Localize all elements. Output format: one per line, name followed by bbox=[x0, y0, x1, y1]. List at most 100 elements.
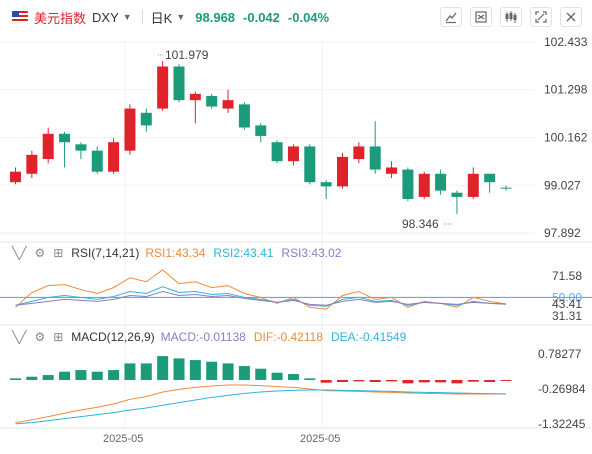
dif-line bbox=[15, 384, 507, 424]
macd-histogram-bar bbox=[108, 370, 120, 381]
candle-body bbox=[369, 146, 381, 170]
macd-histogram-bar bbox=[271, 372, 283, 381]
rsi3-line bbox=[15, 291, 507, 306]
toolbar-divider bbox=[141, 10, 143, 24]
period-selector[interactable]: 日K bbox=[150, 10, 173, 26]
macd-series: 0.78277 -0.26984 -1.32245 bbox=[10, 347, 586, 431]
chart-gridlines bbox=[0, 41, 535, 428]
drawing-tool-icon[interactable] bbox=[440, 7, 462, 27]
candle-body bbox=[26, 154, 38, 174]
rsi-label[interactable]: RSI(7,14,21) bbox=[71, 246, 140, 260]
macd-histogram-bar bbox=[418, 380, 430, 383]
candle-body bbox=[451, 192, 463, 197]
candle-body bbox=[157, 66, 169, 109]
candle-body bbox=[238, 104, 250, 128]
settings-icon[interactable]: ⚙ bbox=[34, 330, 46, 344]
collapse-icon[interactable]: ╲╱ bbox=[12, 330, 27, 344]
candle-body bbox=[222, 100, 234, 109]
candle-body bbox=[435, 173, 447, 191]
high-annotation: 101.979 bbox=[165, 48, 209, 62]
macd-histogram-bar bbox=[484, 380, 496, 383]
macd-histogram-bar bbox=[206, 361, 218, 381]
dea-value: DEA:-0.41549 bbox=[330, 330, 407, 344]
macd-histogram-bar bbox=[500, 380, 512, 382]
macd-histogram-bar bbox=[467, 380, 479, 382]
macd-histogram-bar bbox=[91, 371, 103, 381]
macd-histogram-bar bbox=[124, 363, 136, 381]
candle-body bbox=[42, 133, 54, 160]
rsi3-value: RSI3:43.02 bbox=[281, 246, 342, 260]
candle-body bbox=[140, 112, 152, 126]
fullscreen-icon[interactable] bbox=[530, 7, 552, 27]
instrument-name[interactable]: 美元指数 bbox=[34, 10, 87, 26]
period-dropdown-icon[interactable]: ▼ bbox=[176, 12, 186, 22]
candle-body bbox=[500, 187, 512, 189]
candle-body bbox=[59, 133, 71, 143]
price-tick-label: 97.892 bbox=[544, 226, 581, 240]
macd-histogram-bar bbox=[10, 378, 21, 381]
rsi1-value: RSI1:43.34 bbox=[145, 246, 206, 260]
candle-body bbox=[91, 150, 103, 172]
macd-histogram-bar bbox=[287, 374, 299, 381]
macd-histogram-bar bbox=[238, 366, 250, 381]
price-tick-label: 100.162 bbox=[544, 131, 588, 145]
candle-body bbox=[10, 171, 21, 183]
price-change: -0.042 bbox=[243, 9, 280, 25]
price-tick-label: 101.298 bbox=[544, 83, 588, 97]
close-icon[interactable] bbox=[560, 7, 582, 27]
dif-value: DIF:-0.42118 bbox=[253, 330, 323, 344]
time-axis-label: 2025-05 bbox=[103, 433, 143, 445]
indicator-select-icon[interactable]: ⊞ bbox=[53, 246, 64, 260]
candle-body bbox=[353, 146, 365, 160]
candle-body bbox=[386, 167, 398, 174]
rsi2-line bbox=[15, 286, 507, 307]
dea-line bbox=[15, 389, 507, 425]
low-annotation: 98.346 bbox=[402, 217, 439, 231]
candle-body bbox=[124, 108, 136, 151]
candlestick-series bbox=[10, 61, 512, 214]
symbol-dropdown-icon[interactable]: ▼ bbox=[122, 12, 132, 22]
candle-body bbox=[173, 66, 185, 101]
settings-icon[interactable]: ⚙ bbox=[34, 246, 46, 260]
macd-histogram-bar bbox=[435, 380, 447, 383]
indicator-icon[interactable] bbox=[470, 7, 492, 27]
instrument-symbol[interactable]: DXY bbox=[92, 9, 119, 25]
time-axis-label: 2025-05 bbox=[300, 433, 340, 445]
candle-body bbox=[287, 146, 299, 162]
toolbar-actions bbox=[440, 7, 582, 27]
candle-body bbox=[484, 173, 496, 183]
macd-histogram-bar bbox=[402, 380, 414, 384]
macd-histogram-bar bbox=[255, 368, 267, 381]
macd-histogram-bar bbox=[304, 378, 316, 381]
macd-histogram-bar bbox=[157, 356, 169, 381]
rsi-tick-label: 31.31 bbox=[552, 309, 582, 323]
price-tick-label: 99.027 bbox=[544, 178, 581, 192]
chart-type-icon[interactable] bbox=[500, 7, 522, 27]
candle-body bbox=[189, 93, 201, 101]
macd-value: MACD:-0.01138 bbox=[160, 330, 246, 344]
macd-histogram-bar bbox=[320, 380, 332, 383]
macd-histogram-bar bbox=[386, 380, 398, 382]
macd-histogram-bar bbox=[42, 375, 54, 381]
candle-body bbox=[418, 173, 430, 197]
indicator-select-icon[interactable]: ⊞ bbox=[53, 330, 64, 344]
macd-tick-label: -0.26984 bbox=[538, 382, 586, 396]
candle-body bbox=[206, 95, 218, 107]
macd-label[interactable]: MACD(12,26,9) bbox=[71, 330, 155, 344]
macd-tick-label: 0.78277 bbox=[538, 347, 582, 361]
macd-histogram-bar bbox=[173, 358, 185, 381]
price-tick-label: 102.433 bbox=[544, 35, 588, 49]
collapse-icon[interactable]: ╲╱ bbox=[12, 246, 27, 260]
candle-body bbox=[402, 169, 414, 200]
candle-body bbox=[75, 144, 87, 151]
candle-body bbox=[271, 142, 283, 162]
rsi-tick-label: 50.00 bbox=[552, 290, 582, 304]
rsi-indicator-header: ╲╱ ⚙ ⊞ RSI(7,14,21) RSI1:43.34 RSI2:43.4… bbox=[12, 246, 349, 260]
rsi1-line bbox=[15, 269, 507, 310]
macd-histogram-bar bbox=[140, 363, 152, 381]
candle-body bbox=[255, 125, 267, 136]
macd-histogram-bar bbox=[59, 371, 71, 381]
candle-body bbox=[337, 156, 348, 187]
